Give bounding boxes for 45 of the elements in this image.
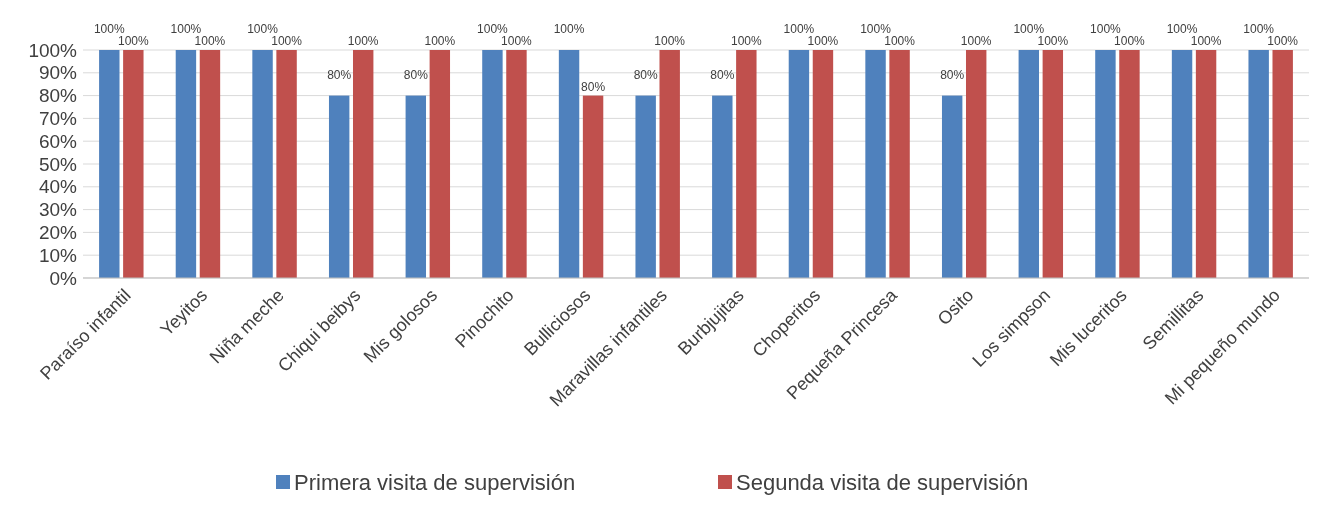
y-tick-label: 80% <box>38 85 78 107</box>
data-label: 100% <box>170 22 202 36</box>
data-label: 100% <box>807 34 839 48</box>
data-label: 100% <box>117 34 149 48</box>
data-label: 100% <box>347 34 379 48</box>
y-tick-label: 40% <box>38 176 78 198</box>
y-tick-label: 10% <box>38 244 78 266</box>
legend-label: Primera visita de supervisión <box>294 469 576 495</box>
data-label: 80% <box>403 67 429 82</box>
data-label: 80% <box>633 67 659 82</box>
data-label: 100% <box>1037 34 1069 48</box>
y-tick-label: 70% <box>38 108 78 130</box>
data-label: 100% <box>884 34 916 48</box>
data-label: 100% <box>501 34 533 48</box>
data-label: 100% <box>730 34 762 48</box>
data-label: 100% <box>93 22 125 36</box>
data-label: 100% <box>477 22 509 36</box>
data-label: 100% <box>1090 22 1122 36</box>
data-label: 100% <box>1166 22 1198 36</box>
y-tick-label: 60% <box>38 130 78 152</box>
data-label: 80% <box>581 79 606 94</box>
data-label: 100% <box>654 34 686 48</box>
data-label: 100% <box>1267 34 1299 48</box>
legend-label: Segunda visita de supervisión <box>736 469 1029 495</box>
y-tick-label: 90% <box>38 62 78 84</box>
data-label: 100% <box>1190 34 1222 48</box>
data-label: 100% <box>271 34 303 48</box>
data-label: 80% <box>327 67 352 82</box>
data-label: 100% <box>1243 22 1275 36</box>
data-label: 100% <box>1013 22 1045 36</box>
y-tick-label: 30% <box>38 199 78 221</box>
y-tick-label: 50% <box>38 153 78 175</box>
y-tick-label: 20% <box>38 222 78 244</box>
data-label: 100% <box>553 22 585 36</box>
data-label: 100% <box>194 34 226 48</box>
y-tick-label: 0% <box>49 267 78 289</box>
data-label: 80% <box>940 67 965 82</box>
y-tick-label: 100% <box>28 39 78 61</box>
data-label: 100% <box>860 22 892 36</box>
data-label: 80% <box>710 67 735 82</box>
data-label: 100% <box>424 34 456 48</box>
data-label: 100% <box>960 34 992 48</box>
data-label: 100% <box>783 22 815 36</box>
data-label: 100% <box>247 22 279 36</box>
data-label: 100% <box>1114 34 1146 48</box>
